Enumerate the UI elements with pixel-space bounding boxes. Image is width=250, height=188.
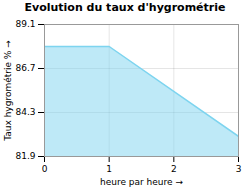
svg-text:heure par heure →: heure par heure →	[100, 177, 183, 187]
svg-text:84.3: 84.3	[15, 107, 35, 117]
svg-text:81.9: 81.9	[15, 151, 35, 161]
svg-text:3: 3	[236, 164, 242, 174]
svg-text:0: 0	[42, 164, 48, 174]
html-text:Evolution du taux d'hygrométri: Evolution du taux d'hygrométrie	[24, 1, 226, 14]
svg-text:2: 2	[171, 164, 177, 174]
svg-text:Taux hygrométrie % →: Taux hygrométrie % →	[3, 40, 13, 142]
svg-text:1: 1	[106, 164, 112, 174]
svg-text:89.1: 89.1	[15, 19, 35, 29]
svg-text:86.7: 86.7	[15, 63, 35, 73]
